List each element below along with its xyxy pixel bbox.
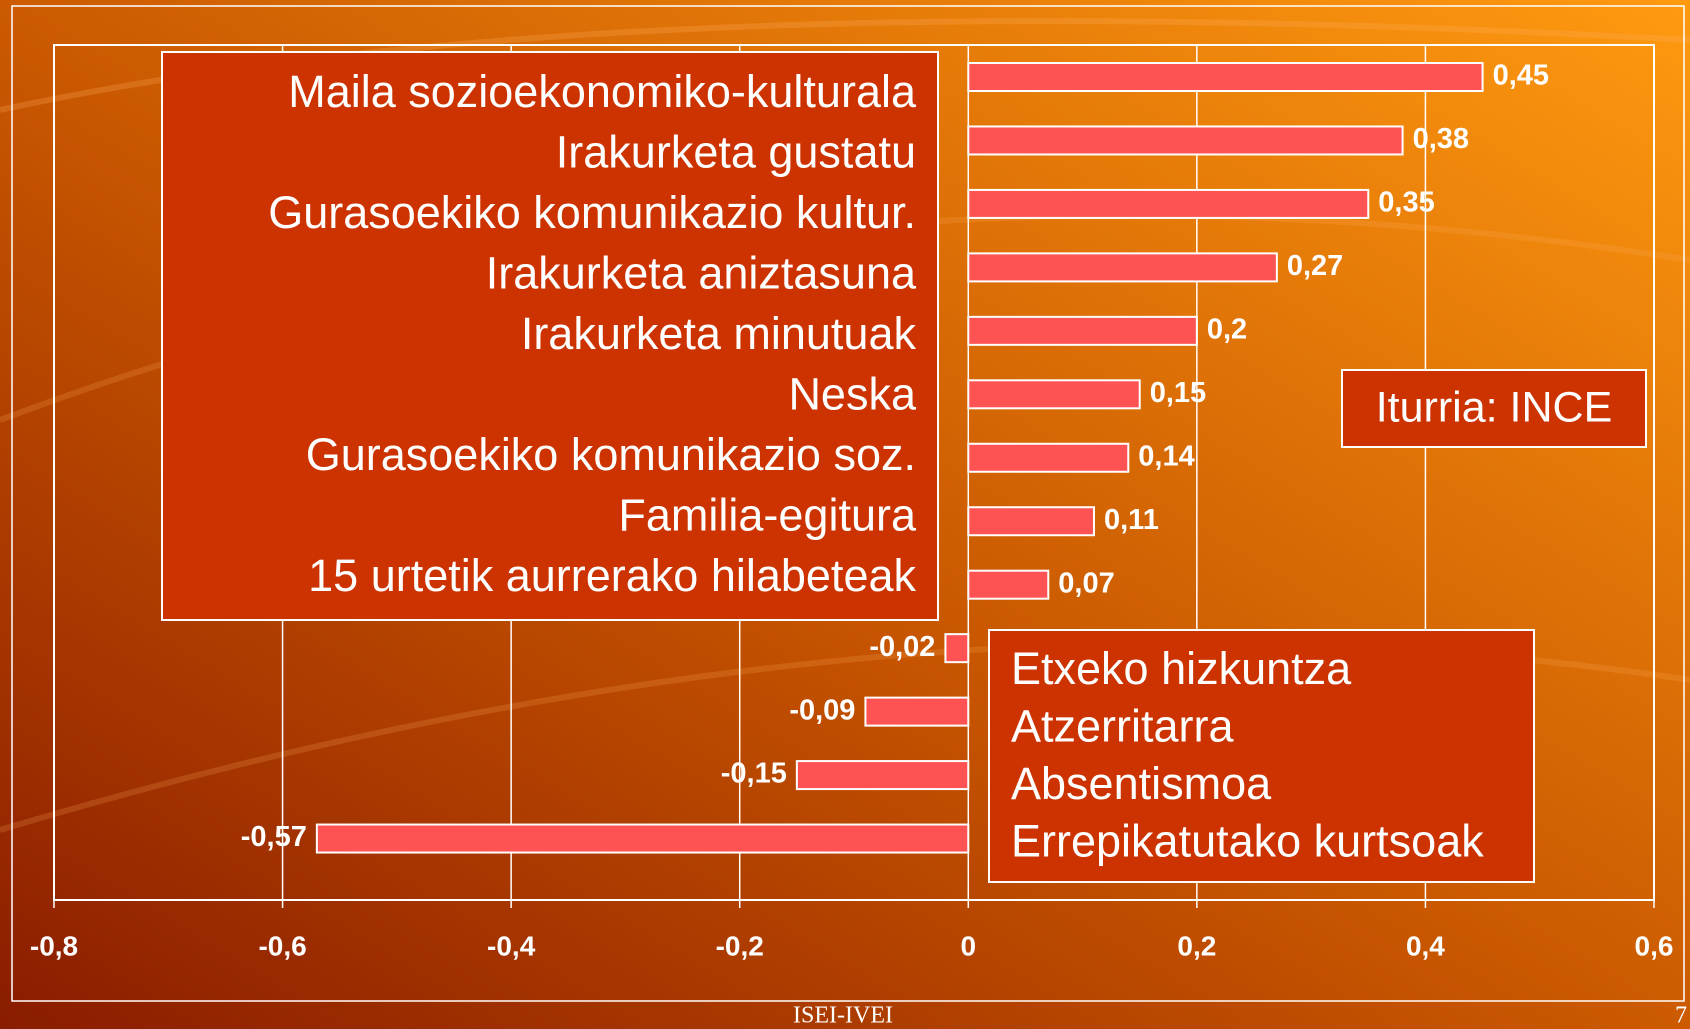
value-label: 0,07 [1058, 567, 1114, 599]
x-tick-label: 0 [960, 930, 976, 961]
x-tick-label: -0,6 [258, 930, 306, 961]
label-group: Maila sozioekonomiko-kulturala Irakurketa… [268, 66, 917, 601]
bars: 0,45 0,38 0,35 0,27 0,20,15 0,14 0,11 0,07 -0,02… [241, 60, 1549, 854]
bar [967, 188, 1370, 219]
category-label: Gurasoekiko komunikazio kultur. [268, 187, 916, 238]
category-label: Irakurketa minutuak [521, 308, 917, 359]
category-label: Etxeko hizkuntza [1011, 643, 1352, 694]
slide-frame [11, 5, 1685, 1002]
value-label: -0,15 [721, 758, 787, 790]
bar [967, 506, 1095, 537]
value-label: 0,14 [1138, 440, 1194, 472]
x-tick-label: -0,4 [487, 930, 536, 961]
category-label: Irakurketa gustatu [556, 126, 916, 177]
value-label: -0,57 [241, 821, 307, 853]
x-tick-label: 0,2 [1177, 930, 1216, 961]
bar [864, 696, 970, 727]
x-tick-label: -0,2 [716, 930, 764, 961]
category-label: Absentismoa [1011, 758, 1272, 809]
value-label: 0,35 [1378, 187, 1434, 219]
plot-frame [53, 44, 1655, 901]
category-label: Neska [788, 368, 917, 419]
bar [967, 379, 1141, 410]
value-label: 0,45 [1493, 60, 1549, 92]
bar [967, 125, 1404, 156]
label-group: Etxeko hizkuntza Atzerritarra Absentismoa E… [1011, 643, 1484, 867]
bar [967, 252, 1278, 283]
x-tick-label: -0,8 [30, 930, 78, 961]
value-label: 0,15 [1150, 377, 1206, 409]
category-label: Irakurketa aniztasuna [486, 247, 917, 298]
bar [967, 569, 1050, 600]
annotation-box [1341, 369, 1647, 448]
category-label: Maila sozioekonomiko-kulturala [288, 66, 917, 117]
bar [967, 62, 1484, 92]
value-label: 0,38 [1413, 123, 1469, 155]
label-box [988, 629, 1535, 883]
value-label: -0,02 [869, 631, 935, 663]
page-number: 7 [1675, 1003, 1687, 1029]
footer: ISEI-IVEI [793, 1003, 893, 1029]
bar [967, 442, 1130, 473]
annotation: Iturria: INCE [1376, 383, 1613, 431]
category-label: Errepikatutako kurtsoak [1011, 815, 1484, 866]
bar [315, 823, 970, 854]
value-label: 0,2 [1207, 314, 1247, 346]
bar [967, 315, 1198, 346]
x-tick-label: 0,4 [1406, 930, 1445, 961]
bar [944, 633, 970, 664]
category-label: Gurasoekiko komunikazio soz. [306, 429, 916, 480]
category-label: Atzerritarra [1011, 700, 1235, 751]
value-label: -0,09 [789, 694, 855, 726]
bar [795, 760, 970, 791]
value-label: 0,27 [1287, 250, 1343, 282]
x-tick-label: 0,6 [1635, 930, 1674, 961]
label-box [161, 51, 939, 621]
category-label: Familia-egitura [618, 489, 917, 540]
category-label: 15 urtetik aurrerako hilabeteak [308, 550, 916, 601]
value-label: 0,11 [1104, 504, 1159, 536]
